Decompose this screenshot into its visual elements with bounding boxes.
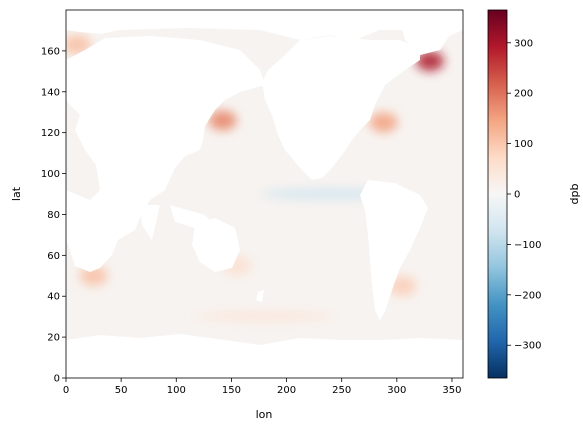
- y-tick-label: 80: [47, 210, 60, 221]
- land-india: [140, 205, 160, 240]
- field-feature-southern-ocean: [194, 310, 335, 323]
- x-tick-label: 350: [442, 385, 461, 396]
- x-tick-label: 200: [277, 385, 296, 396]
- x-axis-label: lon: [256, 408, 273, 421]
- colorbar-tick-label: 0: [514, 190, 520, 201]
- y-tick-label: 100: [41, 169, 60, 180]
- field-feature-agulhas: [79, 265, 108, 286]
- x-tick-label: 0: [63, 385, 69, 396]
- land-australia: [192, 218, 240, 272]
- colorbar-tick-label: 200: [514, 89, 533, 100]
- y-axis-label: lat: [10, 186, 23, 201]
- land-antarctica: [66, 334, 463, 378]
- x-tick-label: 250: [332, 385, 351, 396]
- colorbar-tick-label: −100: [514, 240, 541, 251]
- x-tick-label: 300: [387, 385, 406, 396]
- plot-frame: [65, 9, 464, 379]
- colorbar: −300 −200 −100 0 100 200 300 qdp: [487, 9, 582, 379]
- y-tick-label: 140: [41, 87, 60, 98]
- land-north-america: [262, 36, 420, 180]
- y-tick-label: 160: [41, 46, 60, 57]
- land-arctic: [66, 10, 463, 40]
- field-feature-brazil-malvinas: [388, 276, 417, 296]
- x-tick-label: 100: [167, 385, 186, 396]
- colorbar-ticks: −300 −200 −100 0 100 200 300: [507, 38, 541, 352]
- colorbar-gradient: [487, 9, 508, 379]
- colorbar-label: qdp: [569, 184, 582, 205]
- field-feature-kuroshio: [208, 110, 237, 131]
- field-feature-gulf-stream: [369, 112, 398, 133]
- colorbar-tick-label: −300: [514, 341, 541, 352]
- land-new-zealand: [256, 290, 264, 302]
- y-tick-label: 60: [47, 251, 60, 262]
- x-tick-label: 50: [115, 385, 128, 396]
- colorbar-tick-label: −200: [514, 290, 541, 301]
- field-feature-nordic-seas: [66, 34, 92, 55]
- field-feature-north-atlantic: [415, 51, 444, 72]
- land-greenland: [400, 22, 452, 55]
- y-tick-label: 40: [47, 292, 60, 303]
- colorbar-tick-label: 100: [514, 139, 533, 150]
- y-tick-label: 0: [54, 374, 60, 385]
- x-tick-label: 150: [222, 385, 241, 396]
- colorbar-tick-label: 300: [514, 38, 533, 49]
- land-eurasia-africa: [66, 36, 265, 272]
- y-tick-label: 120: [41, 128, 60, 139]
- x-axis: 0 50 100 150 200 250 300 350: [63, 378, 462, 396]
- land-masses: [66, 10, 463, 378]
- plot-area: [65, 9, 464, 379]
- land-south-america: [360, 180, 428, 320]
- y-tick-label: 20: [47, 333, 60, 344]
- y-axis: 0 20 40 60 80 100 120 140 160: [41, 46, 66, 385]
